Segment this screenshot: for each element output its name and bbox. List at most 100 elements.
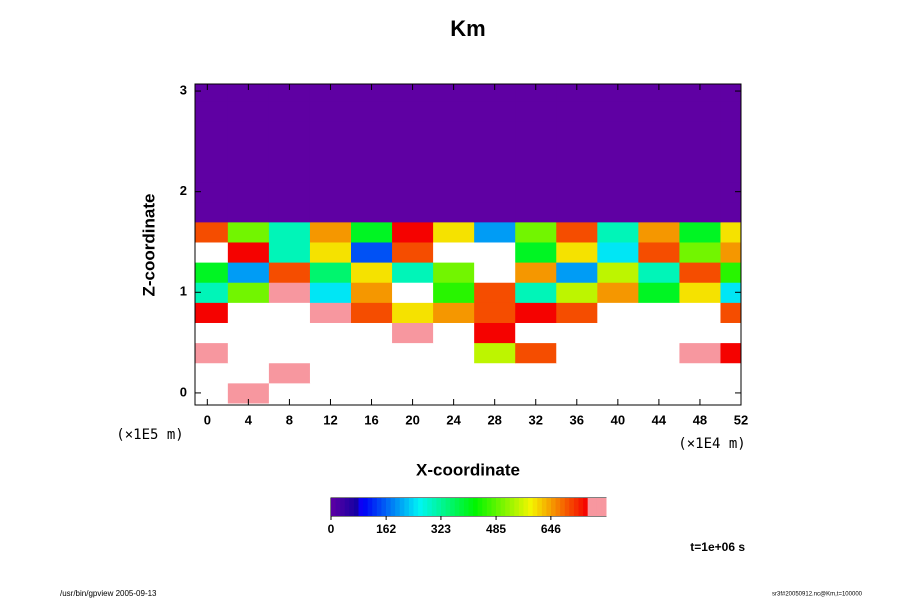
colorbar-step xyxy=(418,498,424,516)
cell xyxy=(268,362,311,384)
cell xyxy=(392,322,434,344)
cell xyxy=(474,282,516,303)
cell xyxy=(227,84,270,102)
cell xyxy=(679,262,721,283)
cell xyxy=(679,141,721,162)
cell xyxy=(268,382,311,404)
cell xyxy=(309,84,352,102)
colorbar-step xyxy=(390,498,396,516)
cell xyxy=(433,302,475,323)
x-tick-label: 4 xyxy=(245,412,253,427)
cell xyxy=(433,362,475,384)
cell xyxy=(638,201,680,223)
cell xyxy=(433,161,475,183)
x-tick-label: 32 xyxy=(529,412,543,427)
cell xyxy=(556,302,598,323)
cell xyxy=(351,342,393,364)
colorbar-step xyxy=(358,498,364,516)
colorbar-step xyxy=(587,498,593,516)
cell xyxy=(227,201,270,223)
x-tick-label: 52 xyxy=(734,412,748,427)
cell xyxy=(392,201,434,223)
cell xyxy=(556,101,598,122)
cell xyxy=(195,342,229,364)
cell xyxy=(351,121,393,142)
colorbar-step xyxy=(376,498,382,516)
cell xyxy=(556,262,598,283)
colorbar-step xyxy=(500,498,506,516)
cell xyxy=(474,342,516,364)
colorbar-step xyxy=(441,498,447,516)
y-tick-label: 2 xyxy=(180,183,187,198)
cell xyxy=(679,322,721,344)
cell xyxy=(556,382,598,404)
colorbar-tick-label: 0 xyxy=(328,522,335,536)
colorbar-step xyxy=(372,498,378,516)
colorbar-step xyxy=(596,498,602,516)
cell xyxy=(556,221,598,243)
cell xyxy=(392,84,434,102)
cell xyxy=(433,121,475,142)
x-tick-label: 44 xyxy=(652,412,667,427)
colorbar-step xyxy=(482,498,488,516)
cell xyxy=(474,382,516,404)
cell xyxy=(227,382,270,404)
colorbar-step xyxy=(518,498,524,516)
colorbar-step xyxy=(473,498,479,516)
cell xyxy=(351,201,393,223)
cell xyxy=(351,101,393,122)
cell xyxy=(309,181,352,203)
colorbar-step xyxy=(340,498,346,516)
cell xyxy=(679,282,721,303)
cell xyxy=(556,141,598,162)
cell xyxy=(597,84,639,102)
colorbar-step xyxy=(367,498,373,516)
colorbar-tick-label: 323 xyxy=(431,522,451,536)
cell xyxy=(195,382,229,404)
cell xyxy=(720,84,741,102)
colorbar-step xyxy=(344,498,350,516)
cell xyxy=(515,221,557,243)
cell xyxy=(515,121,557,142)
cell xyxy=(720,382,741,404)
colorbar-step xyxy=(573,498,579,516)
cell xyxy=(515,302,557,323)
cell xyxy=(720,262,741,283)
y-tick-label: 0 xyxy=(180,384,187,399)
x-tick-label: 16 xyxy=(364,412,378,427)
colorbar-step xyxy=(422,498,428,516)
x-tick-label: 40 xyxy=(611,412,625,427)
cell xyxy=(351,141,393,162)
cell xyxy=(433,282,475,303)
cell xyxy=(268,161,311,183)
plot-frame xyxy=(194,83,742,406)
y-tick-label: 1 xyxy=(180,284,187,299)
cell xyxy=(474,241,516,263)
cell xyxy=(433,382,475,404)
colorbar-step xyxy=(445,498,451,516)
cell xyxy=(309,282,352,303)
cell xyxy=(556,282,598,303)
x-tick-label: 36 xyxy=(570,412,584,427)
cell xyxy=(351,161,393,183)
cell xyxy=(268,101,311,122)
cell xyxy=(309,201,352,223)
cell xyxy=(556,181,598,203)
cell xyxy=(227,282,270,303)
cell xyxy=(392,181,434,203)
cell xyxy=(597,161,639,183)
cell xyxy=(597,241,639,263)
cell xyxy=(597,362,639,384)
cell xyxy=(227,161,270,183)
cell xyxy=(720,161,741,183)
y-axis-label: Z-coordinate xyxy=(139,194,158,297)
cell xyxy=(433,181,475,203)
cell xyxy=(392,282,434,303)
cell xyxy=(474,141,516,162)
cell xyxy=(433,342,475,364)
cell xyxy=(268,221,311,243)
colorbar-step xyxy=(436,498,442,516)
cell xyxy=(309,101,352,122)
cell xyxy=(597,101,639,122)
colorbar-step xyxy=(427,498,433,516)
